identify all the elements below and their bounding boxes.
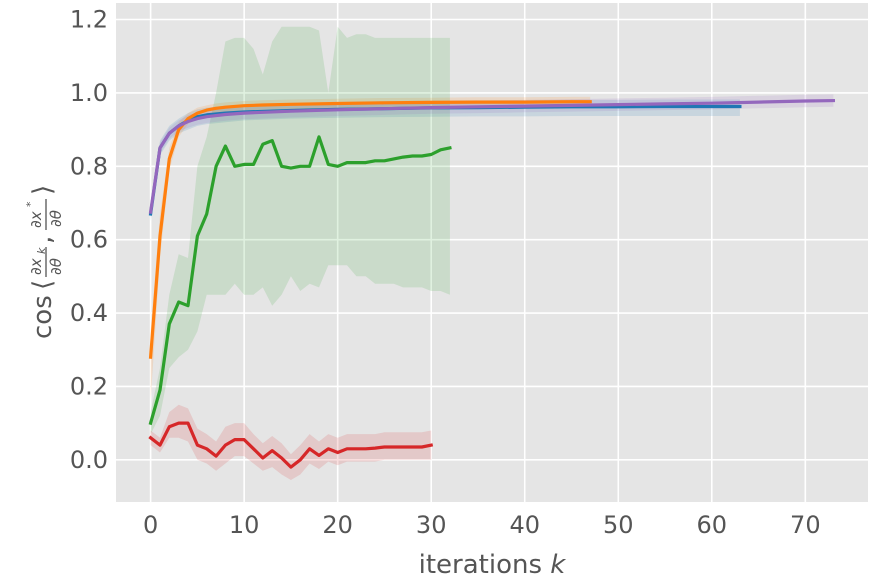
line-series-3 <box>148 421 434 469</box>
y-label-sup2: * <box>24 201 37 207</box>
x-tick-label-6: 60 <box>697 511 728 539</box>
y-tick-label-0: 0.0 <box>70 446 108 474</box>
y-label-close: ⟩ <box>28 185 58 195</box>
y-label-den1: ∂θ <box>47 258 65 275</box>
band-series-3 <box>150 404 432 480</box>
y-tick-labels: 0.0 0.2 0.4 0.6 0.8 1.0 1.2 <box>70 6 108 474</box>
series-lines <box>148 98 836 469</box>
y-tick-label-1: 0.2 <box>70 372 108 400</box>
x-tick-label-0: 0 <box>143 511 158 539</box>
x-tick-label-1: 10 <box>229 511 260 539</box>
line-series-2 <box>148 135 452 426</box>
confidence-bands <box>150 26 834 480</box>
y-tick-label-5: 1.0 <box>70 79 108 107</box>
x-tick-label-7: 70 <box>790 511 821 539</box>
grid <box>116 3 868 502</box>
y-label-open: ⟨ <box>28 280 58 290</box>
band-series-2 <box>150 26 450 435</box>
x-tick-label-2: 20 <box>322 511 353 539</box>
y-tick-label-4: 0.8 <box>70 152 108 180</box>
x-tick-label-4: 40 <box>509 511 540 539</box>
y-label-den2: ∂θ <box>47 210 65 227</box>
y-label-prefix: cos <box>28 295 58 339</box>
y-axis-label: cos ⟨ ∂x k ∂θ , ∂x * ∂θ ⟩ <box>24 185 65 339</box>
line-series-4 <box>148 98 836 214</box>
band-series-0 <box>150 99 740 222</box>
y-label-sub1: k <box>35 247 48 254</box>
x-axis-label: iterations k <box>419 550 567 580</box>
y-tick-label-6: 1.2 <box>70 6 108 34</box>
x-axis-label-text: iterations <box>419 550 551 580</box>
band-series-4 <box>150 94 834 218</box>
line-series-1 <box>148 100 592 359</box>
y-tick-label-3: 0.6 <box>70 226 108 254</box>
x-tick-labels: 0 10 20 30 40 50 60 70 <box>143 511 821 539</box>
y-label-num2: ∂x <box>27 211 45 228</box>
y-label-sep: , <box>28 236 58 244</box>
y-label-num1: ∂x <box>27 258 45 275</box>
x-axis-label-var: k <box>550 550 566 580</box>
y-tick-label-2: 0.4 <box>70 299 108 327</box>
x-tick-label-5: 50 <box>603 511 634 539</box>
x-tick-label-3: 30 <box>416 511 447 539</box>
plot-background <box>116 3 868 502</box>
